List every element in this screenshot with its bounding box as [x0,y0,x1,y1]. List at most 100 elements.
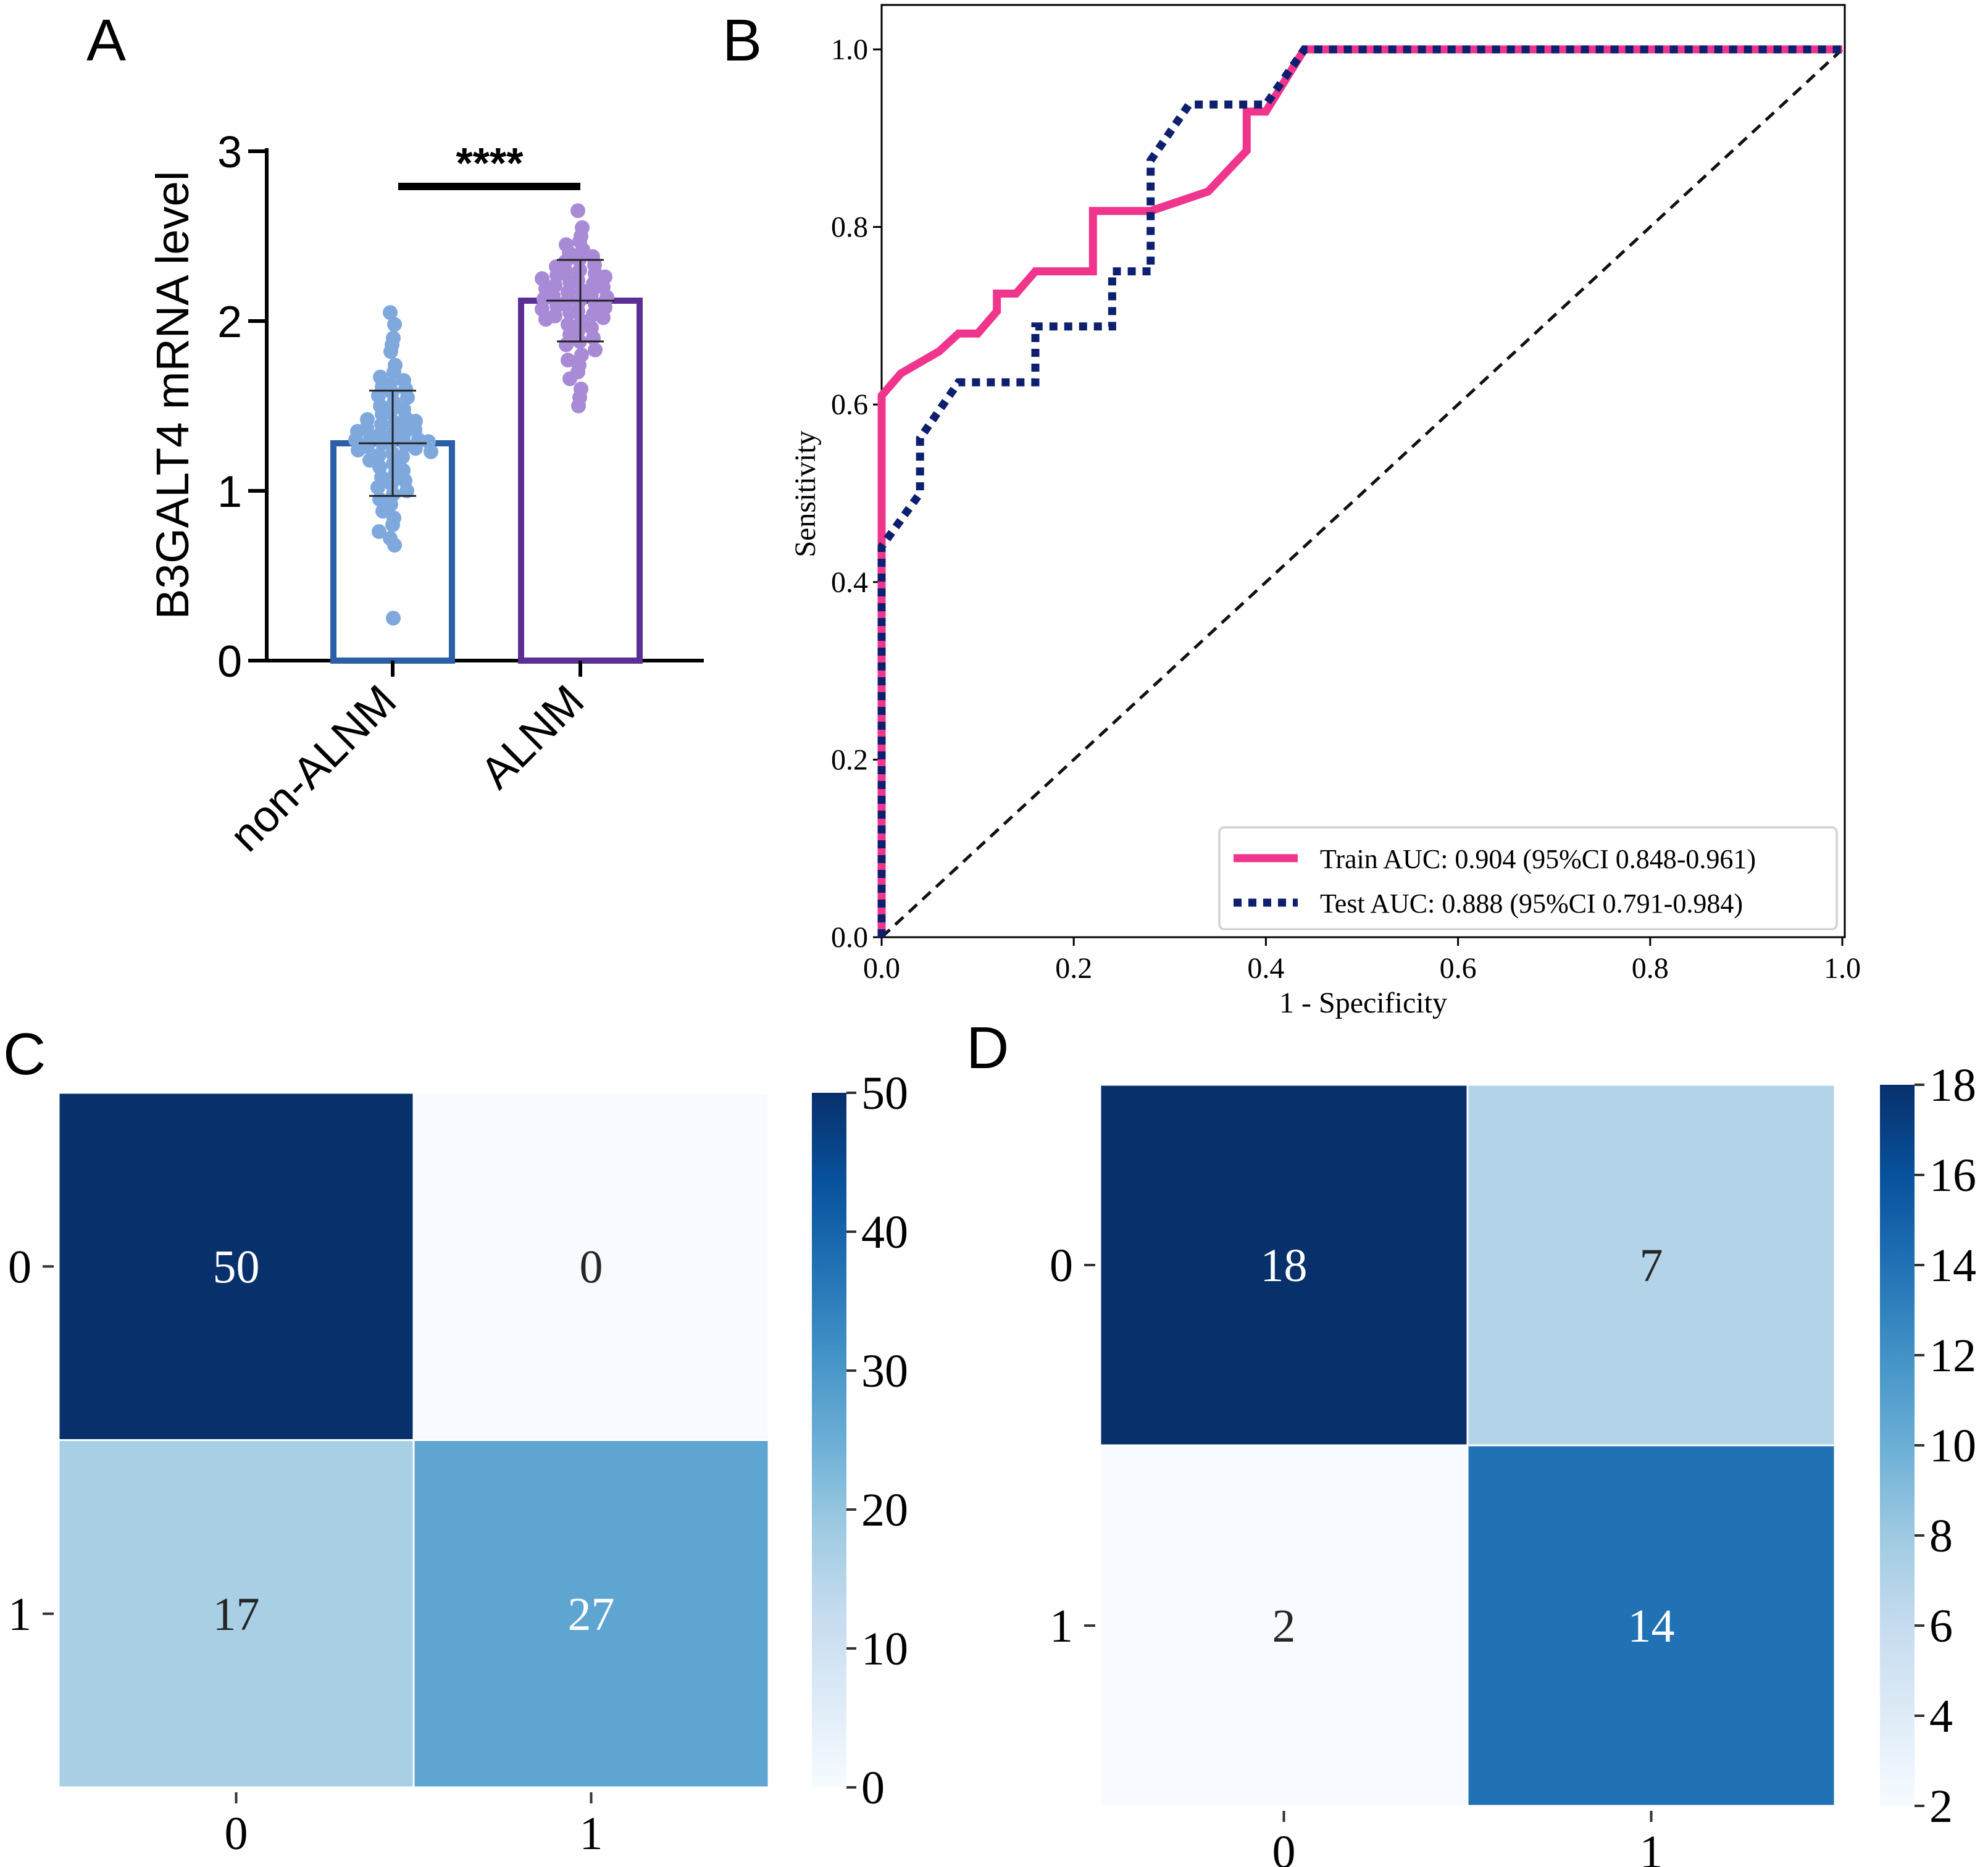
b-ytick-label: 0.2 [831,743,868,776]
c-cell-value: 50 [213,1241,260,1293]
d-cell-value: 2 [1272,1600,1296,1652]
a-data-point [408,441,423,456]
d-colorbar [1880,1085,1915,1806]
d-heatmap-cell [1099,1444,1469,1807]
b-ytick-label: 0.4 [831,566,868,599]
d-colorbar-label: 8 [1929,1510,1953,1562]
b-xtick-label: 0.6 [1440,952,1477,985]
d-col-label: 1 [1640,1826,1663,1867]
a-x-tick-labels: non-ALNM ALNM [220,661,593,861]
c-colorbar [812,1093,846,1787]
d-row-label: 0 [1050,1240,1073,1292]
c-colorbar-label: 0 [861,1762,885,1814]
a-data-point [559,337,574,353]
b-legend-box [1218,826,1838,930]
b-xtick-label: 0.4 [1247,952,1284,985]
a-xtick-label: ALNM [471,676,593,798]
b-xtick-label: 1.0 [1824,952,1861,985]
a-points [348,203,614,626]
a-data-point [588,342,603,357]
a-data-point [596,310,611,325]
c-heatmap-cell [412,1439,770,1789]
b-test-curve [877,45,1842,937]
panel-b: B 0.0 0.2 0.4 0.6 0.8 1.0 0.0 0.2 0.4 0.6 0.8 1.0 1… [722,4,1861,1019]
c-row-label: 0 [8,1241,31,1293]
a-ytick-label: 3 [217,128,242,177]
a-xtick-label: non-ALNM [220,676,406,861]
d-heatmap-cell [1466,1444,1836,1807]
d-heatmap-cell [1099,1084,1469,1447]
d-colorbar-label: 2 [1929,1781,1953,1832]
a-data-point [370,480,385,495]
a-data-point [571,398,586,414]
a-data-point [386,611,401,626]
b-xtick-label: 0.0 [863,952,900,985]
a-data-point [387,317,402,332]
panel-a: A B3GALT4 mRNA level 0 1 2 3 non-ALNM ALNM *… [86,7,704,861]
b-ytick-label: 1.0 [831,33,868,66]
b-ylabel: Sensitivity [789,430,822,557]
b-xtick-label: 0.2 [1055,952,1092,985]
b-legend-test-label: Test AUC: 0.888 (95%CI 0.791-0.984) [1320,888,1743,919]
d-colorbar-label: 14 [1929,1240,1976,1292]
d-cell-value: 18 [1261,1240,1308,1292]
a-data-point [562,371,577,386]
b-plot-frame [880,4,1846,938]
b-train-curve [877,45,1842,937]
panel-d-label: D [966,1015,1009,1081]
c-colorbar-label: 10 [861,1623,908,1675]
c-col-label: 0 [225,1808,248,1860]
a-data-point [399,483,414,498]
b-chance-diagonal [880,48,1844,938]
a-data-point [570,203,585,219]
a-data-point [538,312,553,327]
a-ytick-label: 1 [217,467,242,517]
c-cell-value: 0 [580,1241,603,1293]
a-data-point [400,390,415,405]
c-heatmap-cell [57,1439,415,1789]
a-data-point [351,443,365,457]
c-colorbar-label: 20 [861,1484,908,1536]
a-data-point [383,305,398,320]
c-colorbar-label: 40 [861,1206,908,1258]
c-cell-value: 17 [213,1589,260,1640]
a-data-point [386,364,401,380]
c-heatmap-cell [57,1092,415,1441]
a-ylabel: B3GALT4 mRNA level [147,171,198,620]
bar-chart-a: B3GALT4 mRNA level 0 1 2 3 non-ALNM ALNM ***… [147,128,704,861]
d-colorbar-label: 4 [1929,1690,1953,1742]
c-cell-value: 27 [568,1589,615,1640]
d-row-label: 1 [1050,1600,1073,1652]
b-ytick-label: 0.6 [831,388,868,421]
d-col-label: 0 [1272,1826,1296,1867]
d-colorbar-label: 12 [1929,1330,1976,1382]
b-series [877,45,1844,938]
a-data-point [372,524,386,539]
a-ytick-label: 0 [217,637,242,687]
b-xtick-label: 0.8 [1632,952,1669,985]
a-data-point [424,444,438,459]
d-cell-value: 7 [1640,1240,1663,1292]
a-data-point [562,305,577,320]
c-colorbar-label: 30 [861,1345,908,1397]
a-data-point [375,504,390,519]
a-y-ticks: 0 1 2 3 [217,128,267,687]
a-ytick-label: 2 [217,298,242,347]
a-data-point [385,517,400,532]
c-row-label: 1 [8,1589,31,1640]
d-heatmap-cell [1466,1084,1836,1447]
c-colorbar-label: 50 [861,1067,908,1119]
b-legend: Train AUC: 0.904 (95%CI 0.848-0.961) Tes… [1218,826,1838,930]
b-ytick-label: 0.8 [831,211,868,244]
b-ticks: 0.0 0.2 0.4 0.6 0.8 1.0 0.0 0.2 0.4 0.6 0.8 1.0 [831,33,1861,985]
a-data-point [561,353,575,368]
a-data-point [383,344,398,359]
a-significance-label: **** [456,139,524,187]
panel-a-label: A [86,7,126,73]
b-xlabel: 1 - Specificity [1279,987,1447,1019]
